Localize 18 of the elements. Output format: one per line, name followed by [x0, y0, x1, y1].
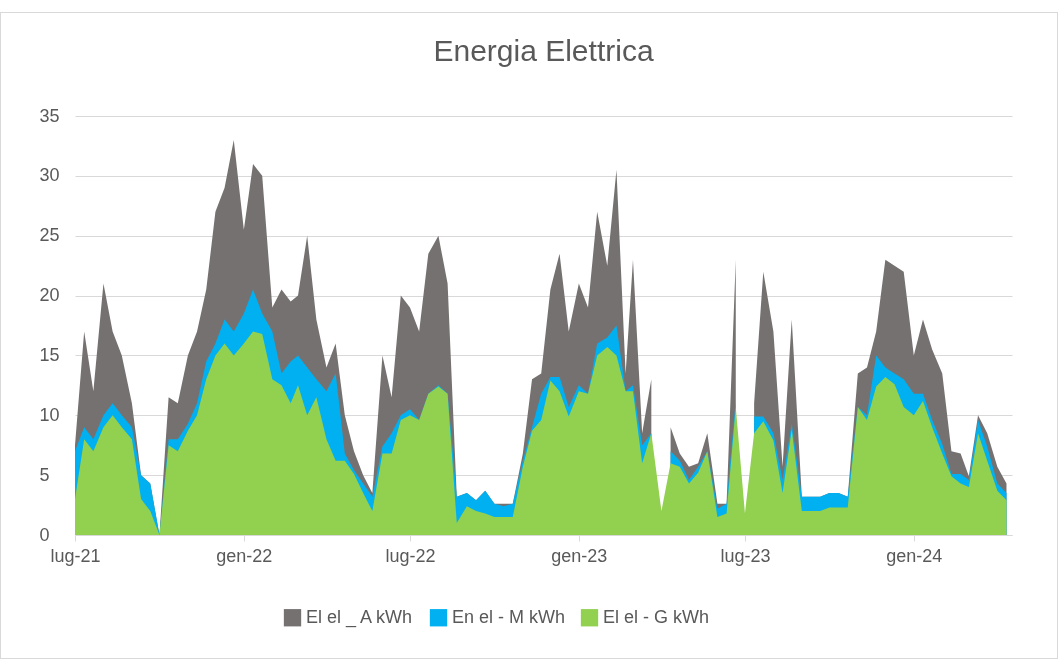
chart-title: Energia Elettrica — [433, 34, 654, 67]
y-tick-label: 20 — [39, 285, 60, 306]
y-tick-label: 35 — [39, 105, 60, 126]
y-tick-label: 15 — [39, 344, 60, 365]
y-tick-label: 0 — [39, 524, 50, 545]
x-tick-label: lug-23 — [720, 545, 771, 566]
y-tick-label: 25 — [39, 225, 60, 246]
y-tick-label: 30 — [39, 165, 60, 186]
legend-label: El el - G kWh — [603, 606, 710, 627]
x-tick-label: gen-23 — [551, 545, 608, 566]
y-tick-label: 10 — [39, 404, 60, 425]
y-tick-label: 5 — [39, 464, 50, 485]
x-tick-label: lug-21 — [50, 545, 101, 566]
x-tick-label: lug-22 — [385, 545, 436, 566]
legend-label: El el _ A kWh — [306, 606, 413, 628]
x-tick-label: gen-24 — [886, 545, 943, 566]
legend-label: En el - M kWh — [452, 606, 566, 627]
x-tick-label: gen-22 — [216, 545, 273, 566]
